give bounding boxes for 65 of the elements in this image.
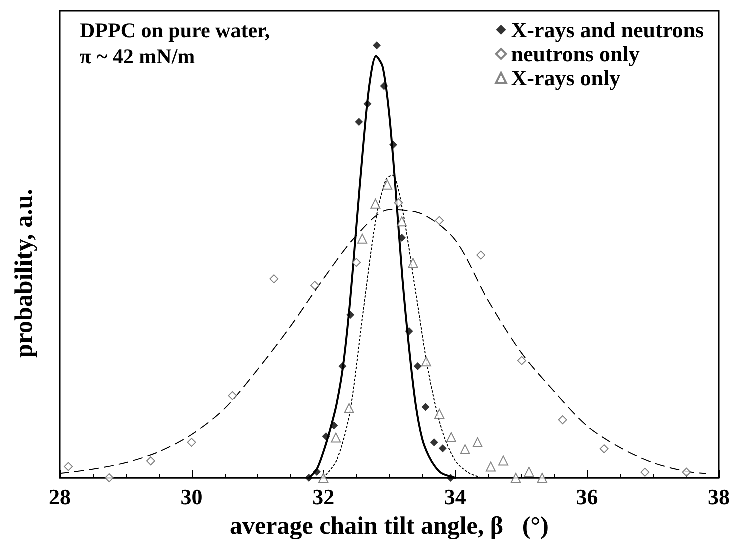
- x-tick-label: 28: [49, 484, 71, 510]
- point: [398, 234, 406, 242]
- point: [364, 100, 372, 108]
- point: [405, 327, 414, 336]
- legend-label: neutrons only: [511, 42, 640, 66]
- point: [486, 462, 496, 472]
- legend-label: X-rays only: [511, 66, 621, 90]
- point: [422, 403, 430, 412]
- point: [389, 141, 398, 150]
- point: [421, 356, 432, 367]
- legend-label: X-rays and neutrons: [511, 18, 704, 42]
- point: [344, 403, 354, 414]
- point: [397, 216, 408, 227]
- point: [382, 180, 393, 190]
- point: [600, 444, 609, 454]
- x-tick-label: 36: [576, 484, 598, 510]
- point: [330, 422, 338, 430]
- point: [558, 416, 568, 425]
- point: [640, 468, 650, 477]
- point: [313, 468, 322, 476]
- point: [438, 444, 447, 453]
- text: DPPC on pure water,: [80, 18, 270, 42]
- point: [352, 258, 362, 268]
- x-tick-label: 30: [180, 484, 203, 510]
- point: [64, 462, 74, 472]
- point: [318, 473, 329, 483]
- point: [228, 391, 238, 400]
- point: [435, 216, 444, 226]
- point: [472, 438, 483, 448]
- x-tick-label: 38: [708, 484, 730, 510]
- point: [322, 432, 330, 440]
- y-axis-title: probability, a.u.: [11, 188, 38, 358]
- point: [394, 198, 404, 208]
- point: [430, 438, 438, 447]
- point: [537, 473, 548, 483]
- point: [355, 118, 364, 126]
- point: [434, 409, 445, 420]
- point: [331, 432, 342, 443]
- point: [446, 432, 456, 442]
- point: [372, 42, 381, 50]
- point: [380, 82, 388, 90]
- point: [414, 362, 422, 370]
- point: [524, 466, 534, 477]
- point: [682, 468, 692, 477]
- point: [357, 234, 368, 244]
- point: [446, 474, 455, 482]
- point: [498, 456, 509, 466]
- point: [146, 456, 156, 466]
- x-axis-title: average chain tilt angle, β (°): [230, 513, 549, 540]
- point: [346, 310, 355, 319]
- annotation: π ~ 42 mN/m: [80, 44, 196, 68]
- point: [408, 258, 418, 268]
- point: [104, 474, 114, 482]
- point: [270, 274, 279, 284]
- point: [460, 444, 470, 454]
- x-tick-label: 34: [444, 484, 466, 510]
- point: [511, 473, 522, 483]
- point: [517, 356, 526, 366]
- x-tick-label: 32: [312, 484, 335, 510]
- point: [476, 250, 486, 260]
- point: [305, 474, 314, 482]
- point: [338, 362, 347, 370]
- point: [187, 438, 196, 448]
- point: [370, 198, 381, 209]
- point: [310, 281, 320, 290]
